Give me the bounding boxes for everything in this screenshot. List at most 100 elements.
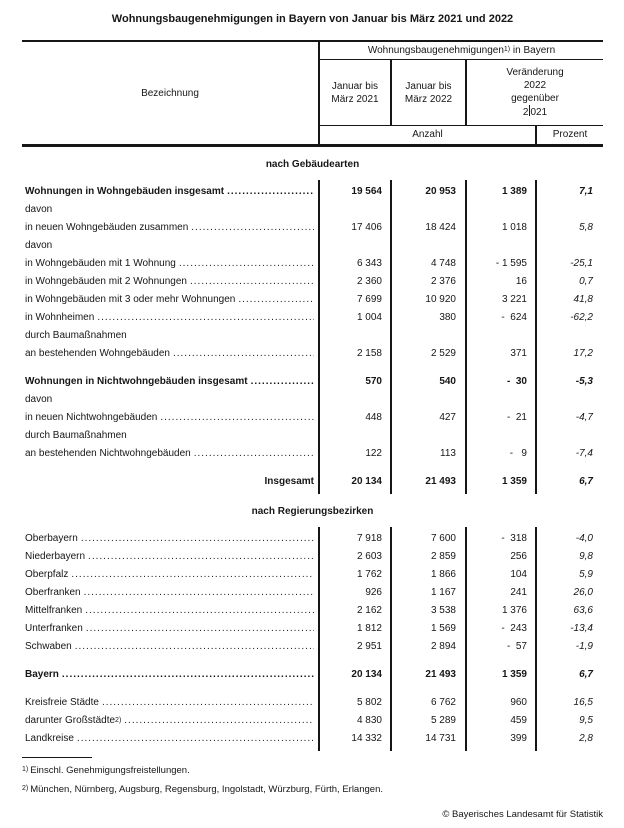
row-label-cell: Oberfranken.............................… — [22, 584, 318, 602]
value-jan-mar-2022 — [390, 463, 465, 473]
value-percent — [535, 201, 603, 219]
value-jan-mar-2021 — [318, 391, 390, 409]
footnote-text: Einschl. Genehmigungsfreistellungen. — [30, 765, 190, 776]
table: Wohnungsbaugenehmigungen in Bayern von J… — [22, 12, 603, 821]
row-label-cell: in Wohngebäuden mit 3 oder mehr Wohnunge… — [22, 291, 318, 309]
header-line: gegenüber — [511, 93, 559, 104]
row-label-cell: Niederbayern............................… — [22, 548, 318, 566]
value-change: 16 — [465, 273, 535, 291]
table-row: Oberfranken.............................… — [22, 584, 603, 602]
row-label-cell: an bestehenden Nichtwohngebäuden........… — [22, 445, 318, 463]
footnote-2: 2) München, Nürnberg, Augsburg, Regensbur… — [22, 783, 603, 796]
header-line-part: 021 — [530, 107, 548, 118]
header-line: Veränderung — [506, 67, 564, 78]
row-label-cell: darunter Großstädte 2)...................… — [22, 712, 318, 730]
value-jan-mar-2022: 21 493 — [390, 473, 465, 491]
value-percent — [535, 748, 603, 751]
value-jan-mar-2022: 427 — [390, 409, 465, 427]
value-jan-mar-2021 — [318, 527, 390, 530]
column-group-header: Wohnungsbaugenehmigungen1) in Bayern — [318, 42, 603, 60]
value-jan-mar-2021 — [318, 748, 390, 751]
table-row: Unterfranken............................… — [22, 620, 603, 638]
row-label: Oberbayern — [25, 533, 78, 544]
value-change: 1 376 — [465, 602, 535, 620]
value-change — [465, 491, 535, 494]
table-row: durch Baumaßnahmen — [22, 427, 603, 445]
header-line: Januar bis — [331, 80, 379, 92]
header-line: 2022 — [523, 80, 547, 91]
value-percent: 9,8 — [535, 548, 603, 566]
value-jan-mar-2021: 2 162 — [318, 602, 390, 620]
value-jan-mar-2022 — [390, 327, 465, 345]
value-jan-mar-2022: 18 424 — [390, 219, 465, 237]
row-label-cell: Insgesamt — [22, 473, 318, 491]
value-change — [465, 327, 535, 345]
dot-leader: ........................................… — [124, 715, 314, 726]
table-row: darunter Großstädte 2)...................… — [22, 712, 603, 730]
value-jan-mar-2022: 10 920 — [390, 291, 465, 309]
value-jan-mar-2021 — [318, 327, 390, 345]
row-label-cell: Wohnungen in Nichtwohngebäuden insgesamt… — [22, 373, 318, 391]
value-jan-mar-2022: 2 894 — [390, 638, 465, 656]
dot-leader: ........................................… — [227, 186, 314, 197]
row-label-cell: davon — [22, 391, 318, 409]
row-label: Mittelfranken — [25, 605, 83, 616]
dot-leader: ........................................… — [85, 605, 314, 616]
table-row: durch Baumaßnahmen — [22, 327, 603, 345]
value-change — [465, 391, 535, 409]
dot-leader: ........................................… — [80, 533, 314, 544]
value-change — [465, 237, 535, 255]
value-jan-mar-2022 — [390, 527, 465, 530]
value-jan-mar-2021: 570 — [318, 373, 390, 391]
value-change: - 9 — [465, 445, 535, 463]
table-row: Mittelfranken...........................… — [22, 602, 603, 620]
value-change: 1 359 — [465, 473, 535, 491]
value-jan-mar-2021 — [318, 180, 390, 183]
row-label-cell: Kreisfreie Städte.......................… — [22, 694, 318, 712]
row-label — [22, 363, 318, 373]
dot-leader: ........................................… — [178, 258, 314, 269]
row-label: Wohnungen in Nichtwohngebäuden insgesamt — [25, 376, 248, 387]
spacer-row — [22, 463, 603, 473]
table-row: in Wohngebäuden mit 2 Wohnungen.........… — [22, 273, 603, 291]
column-header-change: Veränderung 2022 gegenüber 2 021 — [465, 60, 603, 126]
section-heading: nach Regierungsbezirken — [251, 506, 374, 517]
row-label-cell: Bayern..................................… — [22, 666, 318, 684]
row-label: in Wohngebäuden mit 1 Wohnung — [25, 258, 176, 269]
value-percent: 63,6 — [535, 602, 603, 620]
value-jan-mar-2021 — [318, 491, 390, 494]
value-change: - 30 — [465, 373, 535, 391]
table-row: Wohnungen in Nichtwohngebäuden insgesamt… — [22, 373, 603, 391]
row-label-cell: Oberpfalz...............................… — [22, 566, 318, 584]
value-jan-mar-2021 — [318, 237, 390, 255]
value-jan-mar-2022: 14 731 — [390, 730, 465, 748]
value-percent: 6,7 — [535, 473, 603, 491]
value-percent: 17,2 — [535, 345, 603, 363]
table-row: Oberbayern..............................… — [22, 530, 603, 548]
row-label: Unterfranken — [25, 623, 83, 634]
row-label: Oberfranken — [25, 587, 81, 598]
value-jan-mar-2022: 4 748 — [390, 255, 465, 273]
row-label: in Wohnheimen — [25, 312, 95, 323]
value-jan-mar-2021 — [318, 363, 390, 373]
value-jan-mar-2022 — [390, 656, 465, 666]
row-label-cell: in neuen Wohngebäuden zusammen..........… — [22, 219, 318, 237]
value-jan-mar-2021: 1 762 — [318, 566, 390, 584]
row-label-cell: in Wohngebäuden mit 1 Wohnung...........… — [22, 255, 318, 273]
value-percent — [535, 427, 603, 445]
value-change — [465, 684, 535, 694]
row-label — [22, 684, 318, 694]
value-jan-mar-2022 — [390, 684, 465, 694]
value-jan-mar-2021: 7 699 — [318, 291, 390, 309]
table-row: davon — [22, 391, 603, 409]
unit-header-anzahl: Anzahl — [318, 126, 535, 144]
row-label-cell: Unterfranken............................… — [22, 620, 318, 638]
value-jan-mar-2022: 7 600 — [390, 530, 465, 548]
value-percent — [535, 491, 603, 494]
value-jan-mar-2021 — [318, 656, 390, 666]
value-percent — [535, 327, 603, 345]
row-label-cell: in Wohnheimen...........................… — [22, 309, 318, 327]
header-line: März 2021 — [331, 93, 379, 105]
value-change: 399 — [465, 730, 535, 748]
column-header-jan-mar-2021: Januar bis März 2021 — [318, 60, 390, 126]
